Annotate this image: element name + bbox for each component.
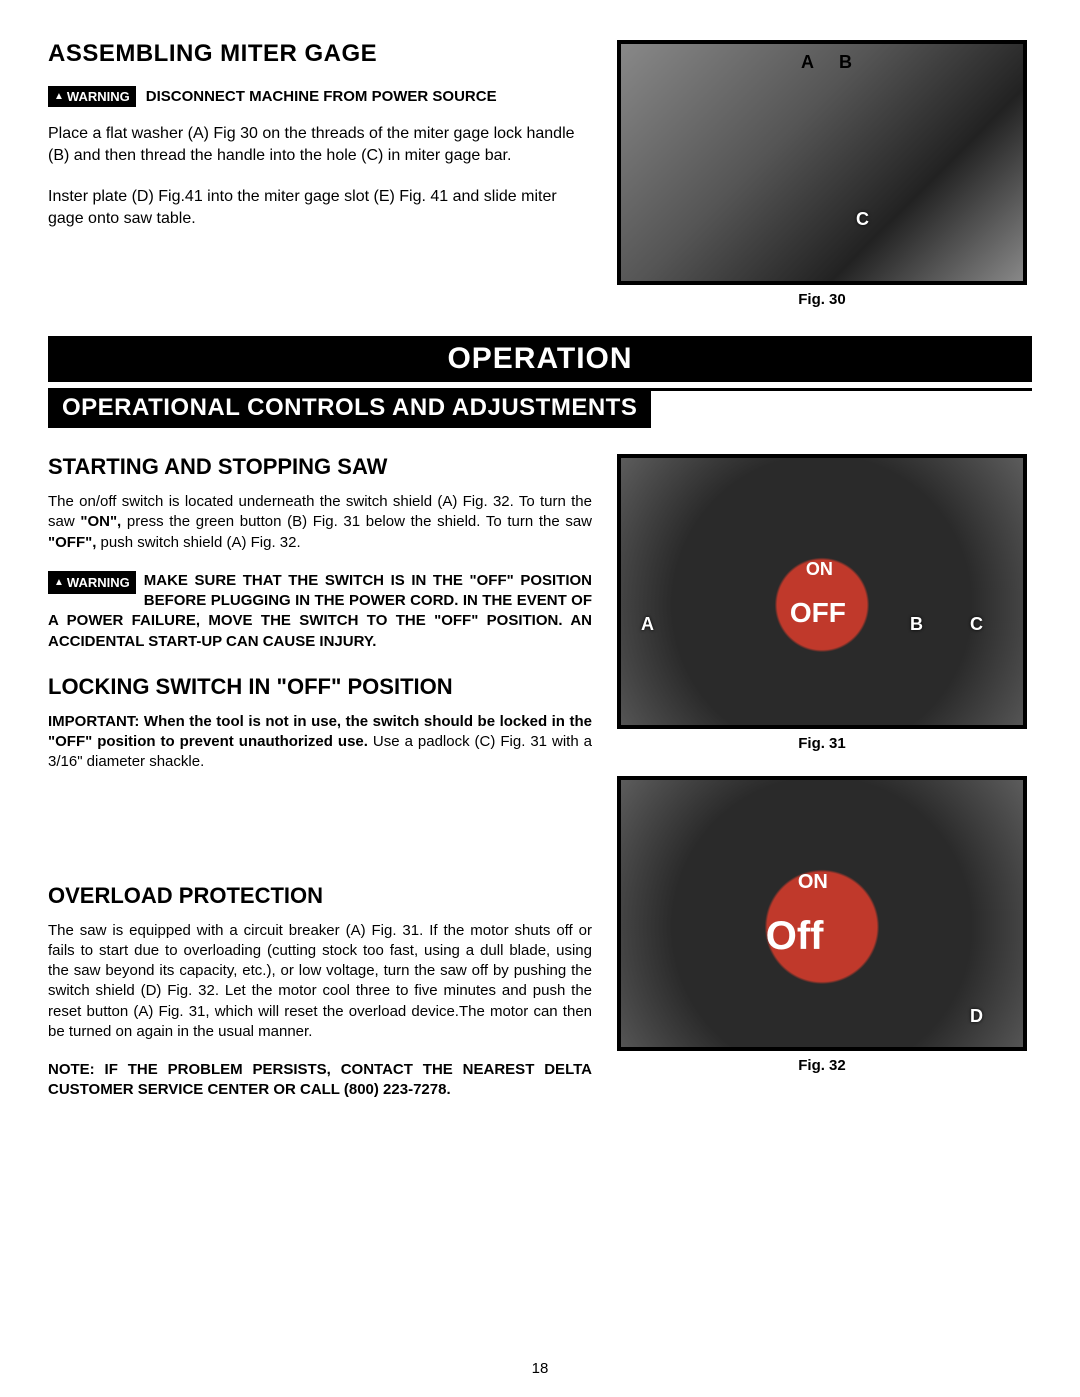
fig32-caption: Fig. 32 bbox=[798, 1057, 846, 1074]
fig31-on: ON bbox=[806, 559, 833, 580]
fig30-label-c: C bbox=[856, 209, 869, 230]
fig30-caption: Fig. 30 bbox=[798, 291, 846, 308]
lower-left-text: STARTING AND STOPPING SAW The on/off swi… bbox=[48, 432, 592, 1119]
warning-text-1: DISCONNECT MACHINE FROM POWER SOURCE bbox=[146, 86, 497, 107]
page-number: 18 bbox=[0, 1360, 1080, 1377]
startstop-mid: press the green button (B) Fig. 31 below… bbox=[121, 513, 592, 530]
controls-banner-wrap: OPERATIONAL CONTROLS AND ADJUSTMENTS bbox=[48, 388, 1032, 428]
operation-banner: OPERATION bbox=[48, 336, 1032, 382]
fig30-label-a: A bbox=[801, 52, 814, 73]
lower-right-figs: ON OFF A B C Fig. 31 ON Off D Fig. 32 bbox=[612, 432, 1032, 1119]
startstop-on: "ON", bbox=[80, 513, 121, 530]
overload-p1: The saw is equipped with a circuit break… bbox=[48, 921, 592, 1043]
startstop-end: push switch shield (A) Fig. 32. bbox=[96, 534, 300, 551]
startstop-title: STARTING AND STOPPING SAW bbox=[48, 454, 592, 480]
overload-title: OVERLOAD PROTECTION bbox=[48, 883, 592, 909]
lockswitch-title: LOCKING SWITCH IN "OFF" POSITION bbox=[48, 674, 592, 700]
fig31-label-b: B bbox=[910, 614, 923, 635]
warning-badge-2: WARNING bbox=[48, 571, 136, 595]
fig31-label-c: C bbox=[970, 614, 983, 635]
top-section: ASSEMBLING MITER GAGE WARNING DISCONNECT… bbox=[48, 40, 1032, 318]
fig31-label-a: A bbox=[641, 614, 654, 635]
fig32-box: ON Off D bbox=[617, 776, 1027, 1051]
startstop-warning: WARNING MAKE SURE THAT THE SWITCH IS IN … bbox=[48, 571, 592, 652]
assembling-p1: Place a flat washer (A) Fig 30 on the th… bbox=[48, 123, 592, 168]
controls-banner-line bbox=[651, 388, 1032, 428]
startstop-p1: The on/off switch is located underneath … bbox=[48, 492, 592, 553]
fig31-caption: Fig. 31 bbox=[798, 735, 846, 752]
lower-section: STARTING AND STOPPING SAW The on/off swi… bbox=[48, 432, 1032, 1119]
controls-banner: OPERATIONAL CONTROLS AND ADJUSTMENTS bbox=[48, 388, 651, 428]
fig30-column: A B C Fig. 30 bbox=[612, 40, 1032, 318]
warning-badge: WARNING bbox=[48, 86, 136, 107]
fig32-label-d: D bbox=[970, 1006, 983, 1027]
fig30-box: A B C bbox=[617, 40, 1027, 285]
fig31-box: ON OFF A B C bbox=[617, 454, 1027, 729]
fig30-label-b: B bbox=[839, 52, 852, 73]
fig31-off: OFF bbox=[790, 597, 846, 629]
startstop-off: "OFF", bbox=[48, 534, 96, 551]
warning-row-1: WARNING DISCONNECT MACHINE FROM POWER SO… bbox=[48, 86, 592, 107]
fig32-off: Off bbox=[766, 914, 824, 959]
assembling-title: ASSEMBLING MITER GAGE bbox=[48, 40, 592, 68]
lockswitch-p1: IMPORTANT: When the tool is not in use, … bbox=[48, 712, 592, 773]
overload-note: NOTE: IF THE PROBLEM PERSISTS, CONTACT T… bbox=[48, 1060, 592, 1101]
fig32-on: ON bbox=[798, 871, 828, 894]
assembling-miter-gage-text: ASSEMBLING MITER GAGE WARNING DISCONNECT… bbox=[48, 40, 592, 318]
assembling-p2: Inster plate (D) Fig.41 into the miter g… bbox=[48, 186, 592, 231]
